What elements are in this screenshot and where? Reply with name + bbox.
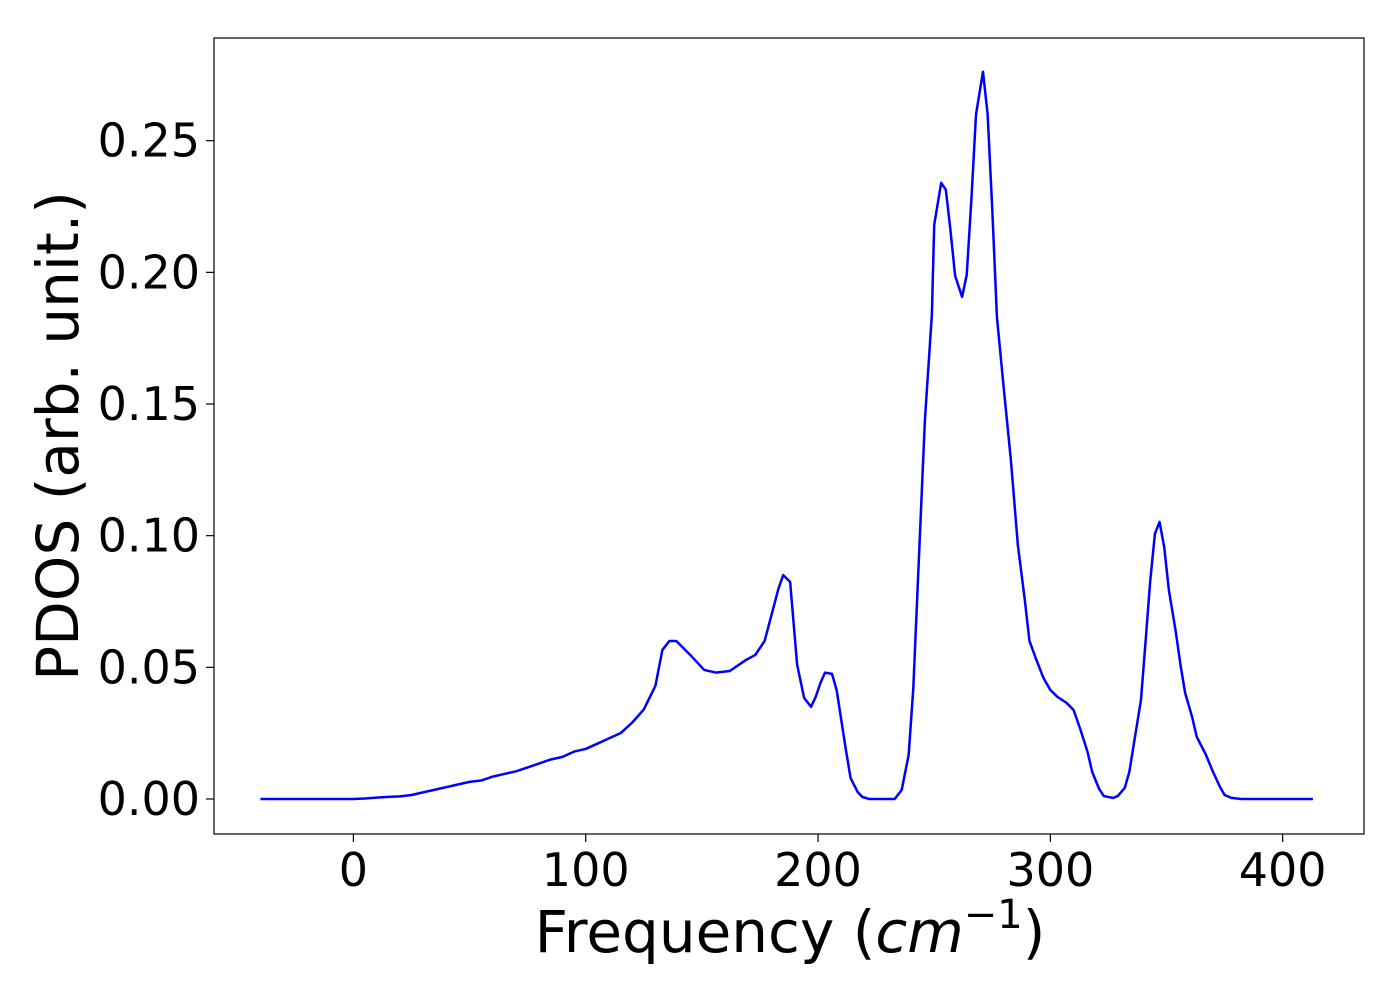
x-label-text: ): [1023, 898, 1046, 966]
x-label-unit: cm: [875, 898, 963, 966]
y-tick-label: 0.25: [98, 114, 200, 168]
y-axis-label: PDOS (arb. unit.): [24, 191, 92, 681]
x-tick-label: 0: [339, 843, 368, 897]
y-tick-label: 0.20: [98, 245, 200, 299]
y-tick-label: 0.05: [98, 640, 200, 694]
line: [260, 70, 1313, 801]
x-label-exponent: −1: [964, 892, 1023, 938]
plot-frame: [213, 37, 1365, 835]
y-tick-label: 0.00: [98, 772, 200, 826]
y-tick-label: 0.10: [98, 509, 200, 563]
x-axis-label: Frequency (cm−1): [535, 892, 1046, 966]
x-tick-label: 100: [542, 843, 630, 897]
x-tick-label: 200: [774, 843, 862, 897]
x-tick-label: 300: [1006, 843, 1094, 897]
y-tick-label: 0.15: [98, 377, 200, 431]
x-label-text: Frequency (: [535, 898, 876, 966]
x-tick-label: 400: [1239, 843, 1327, 897]
